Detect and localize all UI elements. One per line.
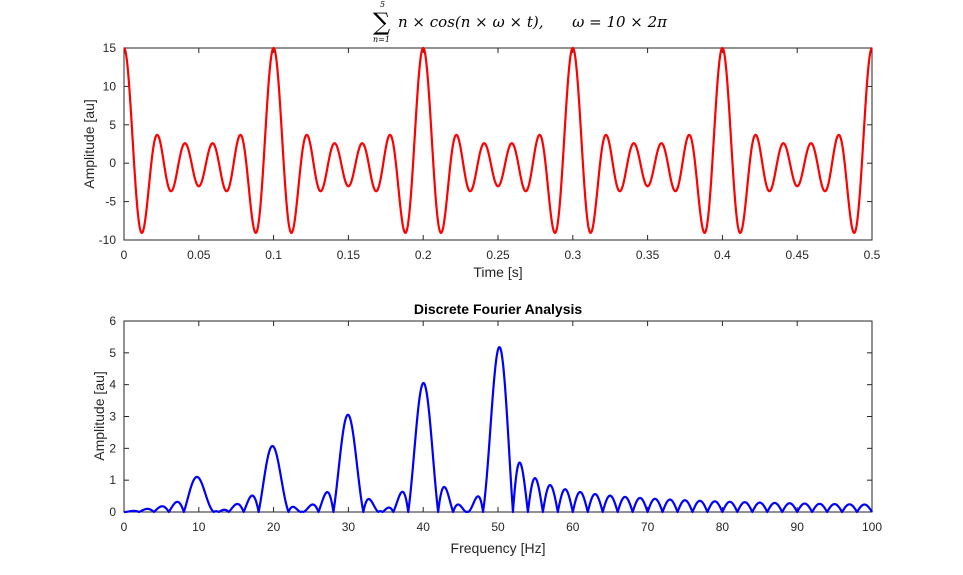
x-tick-label: 0.4 <box>714 248 731 262</box>
x-tick-label: 40 <box>417 520 431 534</box>
time-domain-axes: 0 0.05 0.1 0.15 0.2 0.25 0.3 0.35 0.4 0.45 0.5 -10 -… <box>99 41 881 262</box>
y-tick-label: 10 <box>103 79 117 93</box>
y-tick-label: 0 <box>109 156 116 170</box>
x-tick-label: 100 <box>862 520 882 534</box>
y-tick-label: 5 <box>109 118 116 132</box>
y-tick-label: 5 <box>109 346 116 360</box>
x-tick-label: 30 <box>342 520 356 534</box>
y-tick-label: 2 <box>109 441 116 455</box>
x-tick-label: 90 <box>791 520 805 534</box>
y-tick-label: -10 <box>99 233 117 247</box>
sum-upper: 5 <box>380 0 386 9</box>
x-tick-label: 0.3 <box>564 248 581 262</box>
x-tick-label: 10 <box>192 520 206 534</box>
x-tick-label: 20 <box>267 520 281 534</box>
x-tick-label: 80 <box>716 520 730 534</box>
x-tick-label: 0 <box>121 520 128 534</box>
plot-area <box>123 47 873 241</box>
bottom-ylabel: Amplitude [au] <box>91 371 107 461</box>
x-tick-label: 0.5 <box>864 248 881 262</box>
x-tick-label: 0.05 <box>187 248 211 262</box>
x-tick-label: 0 <box>121 248 128 262</box>
series-line <box>123 46 873 234</box>
bottom-chart-title: Discrete Fourier Analysis <box>414 301 583 317</box>
frequency-domain-axes: 0 10 20 30 40 50 60 70 80 90 100 0 1 2 3 4 5 6 <box>109 314 882 534</box>
sum-lower: n=1 <box>373 35 390 44</box>
y-tick-label: 3 <box>109 410 116 424</box>
x-tick-label: 0.25 <box>486 248 510 262</box>
y-tick-label: 4 <box>109 378 116 392</box>
x-tick-label: 0.1 <box>265 248 282 262</box>
x-tick-label: 60 <box>566 520 580 534</box>
x-tick-label: 70 <box>641 520 655 534</box>
x-tick-label: 0.15 <box>337 248 361 262</box>
x-tick-label: 0.2 <box>415 248 432 262</box>
x-tick-label: 0.45 <box>786 248 810 262</box>
title-expression: n × cos(n × ω × t), ω = 10 × 2π <box>398 13 668 31</box>
y-tick-label: 15 <box>103 41 117 55</box>
sum-symbol: ∑ <box>373 8 391 36</box>
bottom-xlabel: Frequency [Hz] <box>451 540 546 556</box>
x-tick-label: 0.35 <box>636 248 660 262</box>
y-tick-label: 0 <box>109 505 116 519</box>
x-tick-label: 50 <box>491 520 505 534</box>
y-tick-label: 6 <box>109 314 116 328</box>
series-line <box>123 346 873 514</box>
top-chart-title: 5 ∑ n=1 n × cos(n × ω × t), ω = 10 × 2π <box>360 0 667 46</box>
y-tick-label: -5 <box>105 195 116 209</box>
top-xlabel: Time [s] <box>473 264 522 280</box>
y-tick-label: 1 <box>109 473 116 487</box>
top-ylabel: Amplitude [au] <box>81 99 97 189</box>
